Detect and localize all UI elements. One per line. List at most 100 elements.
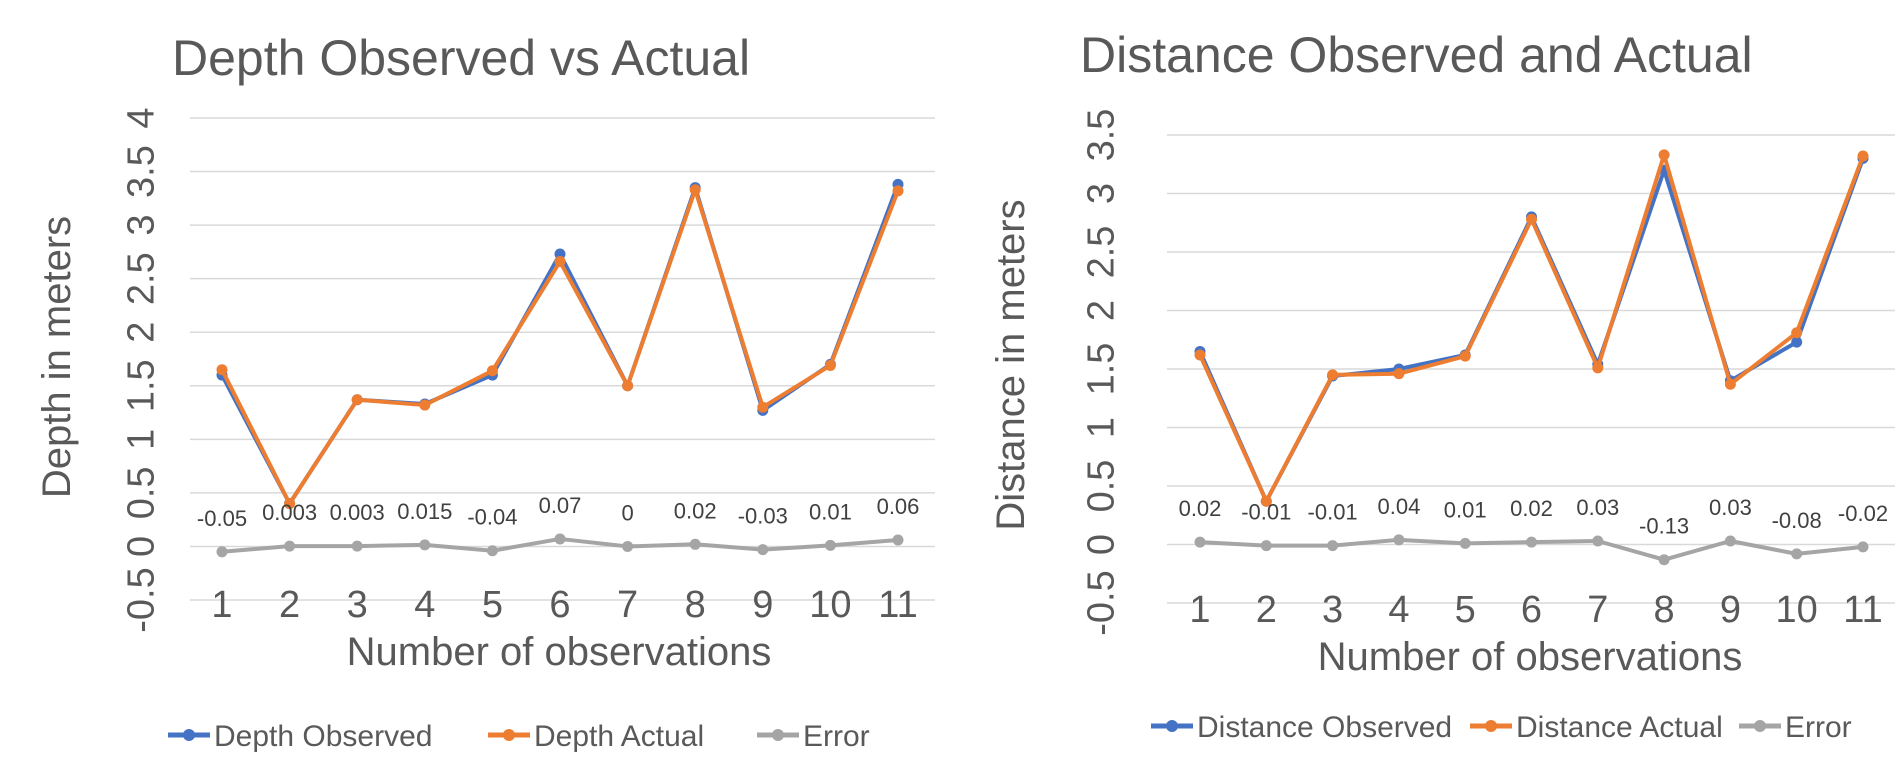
chart2-x-tick-label: 2 [1256,589,1277,631]
chart2-series-actual-point [1393,368,1405,380]
chart1-y-tick-label: 2 [120,322,162,343]
chart2-series-actual-point [1592,362,1604,374]
chart2-error-data-label: 0.02 [1179,496,1222,521]
chart2-y-tick-label: 0 [1080,534,1122,555]
chart1-series-error-point [284,540,296,552]
chart2-legend-marker-error [1754,720,1766,732]
chart1-error-data-label: 0.003 [330,500,385,525]
chart1-legend-label-observed: Depth Observed [214,720,432,753]
chart2-series-error-point [1857,541,1869,553]
chart1-series-observed-line [220,183,900,506]
chart1-x-tick-label: 5 [482,584,503,626]
chart2-series-error-point [1791,548,1803,560]
chart1-series-actual-point [419,399,431,411]
chart2-series-actual-point [1459,350,1471,362]
chart2-x-tick-label: 11 [1843,589,1882,631]
chart1-y-tick-label: 0.5 [120,466,162,519]
chart2-x-tick-label: 8 [1654,589,1675,631]
chart2-y-tick-label: 2.5 [1080,226,1122,279]
chart2-error-data-label: 0.04 [1377,494,1420,519]
chart2-series-actual-point [1327,369,1339,381]
chart1-legend-marker-actual [503,729,515,741]
chart2-error-data-label: 0.03 [1709,495,1752,520]
chart2-x-tick-label: 1 [1189,589,1210,631]
chart2-series-actual-point [1658,149,1670,161]
chart2-x-tick-label: 5 [1455,589,1476,631]
chart1-series-actual-point [284,498,296,510]
chart2-y-tick-label: 1 [1080,417,1122,438]
chart1-error-data-label: 0.02 [674,498,717,523]
chart2-y-axis-title: Distance in meters [989,199,1033,530]
chart2-y-tick-label: 1.5 [1080,343,1122,396]
chart2-legend-label-actual: Distance Actual [1516,711,1723,744]
chart2-x-tick-label: 4 [1388,589,1409,631]
chart1-series-error-point [892,534,904,546]
chart2-x-tick-label: 3 [1322,589,1343,631]
chart1-series-error-point [824,539,836,551]
chart1-series-actual-point [351,394,363,406]
chart1-series-error-point [216,546,228,558]
chart1-x-tick-label: 3 [347,584,368,626]
chart1-series-actual-point [216,364,228,376]
chart1-x-tick-label: 2 [279,584,300,626]
chart2-series-observed-line [1198,157,1865,504]
chart2-series-actual-point [1260,495,1272,507]
chart2-series-error-point [1592,535,1604,547]
chart2-y-tick-label: 0.5 [1080,460,1122,513]
chart1-x-tick-label: 6 [549,584,570,626]
chart1-title: Depth Observed vs Actual [172,30,750,86]
chart1-series-error-point [486,545,498,557]
chart1-error-data-label: 0.07 [539,493,582,518]
chart2-series-error-point [1459,537,1471,549]
chart1-legend-label-error: Error [803,720,870,753]
chart1-series-error-point [757,544,769,556]
chart1-x-axis-title: Number of observations [347,630,772,674]
chart1-x-tick-label: 8 [685,584,706,626]
chart1-y-tick-label: 3 [120,215,162,236]
chart1-series-actual-point [622,380,634,392]
chart2-y-tick-label: 3.5 [1080,109,1122,162]
chart2-legend: Distance Observed Distance Actual Error [1151,711,1852,744]
chart2-error-data-label: -0.08 [1772,508,1822,533]
chart2-series-observed-point [1791,336,1803,348]
chart1-series-error-point [622,540,634,552]
chart2-series-actual-point [1194,349,1206,361]
chart1-error-data-label: 0.06 [877,494,920,519]
chart1-x-tick-label: 9 [752,584,773,626]
chart2-y-tick-label: 2 [1080,300,1122,321]
chart2-series-error-point [1724,535,1736,547]
chart1-series-actual-point [486,365,498,377]
chart1-error-data-label: -0.03 [738,504,788,529]
chart2-y-tick-label: 3 [1080,183,1122,204]
chart2-error-data-label: 0.02 [1510,496,1553,521]
chart1-x-tick-label: 7 [617,584,638,626]
chart1-y-tick-label: 1 [120,429,162,450]
chart2-series-actual-point [1526,213,1537,225]
chart1-series-actual-line [220,187,900,506]
chart1-x-tick-label: 10 [809,584,851,626]
chart2-error-data-label: 0.01 [1444,497,1487,522]
chart1-error-data-label: 0.003 [262,500,317,525]
chart1-series-error-point [689,538,701,550]
chart2-error-data-label: -0.01 [1308,500,1358,525]
chart2-legend-label-observed: Distance Observed [1197,711,1452,744]
chart1-legend-label-actual: Depth Actual [534,720,704,753]
chart2-legend-marker-observed [1166,720,1178,732]
chart2-x-tick-label: 6 [1521,589,1542,631]
chart1-series-actual-point [689,184,701,196]
plot-layer: -0.500.511.522.533.541 2 3 4 5 6 7 8 9 10 11-0.05 0… [120,107,1895,636]
chart1-legend: Depth Observed Depth Actual Error [168,720,870,753]
chart2-error-data-label: 0.03 [1576,495,1619,520]
chart1-error-data-label: 0 [621,500,633,525]
chart2-error-data-label: -0.02 [1838,501,1888,526]
chart2-x-tick-label: 10 [1776,589,1818,631]
chart1-x-tick-label: 1 [211,584,232,626]
chart1-series-actual-point [554,256,566,268]
chart1-y-axis-title: Depth in meters [35,216,79,498]
chart2-series-error-point [1327,540,1339,552]
chart1-y-tick-label: 0 [120,536,162,557]
chart1-y-tick-label: 4 [120,107,162,128]
chart2-series-actual-point [1724,378,1736,390]
